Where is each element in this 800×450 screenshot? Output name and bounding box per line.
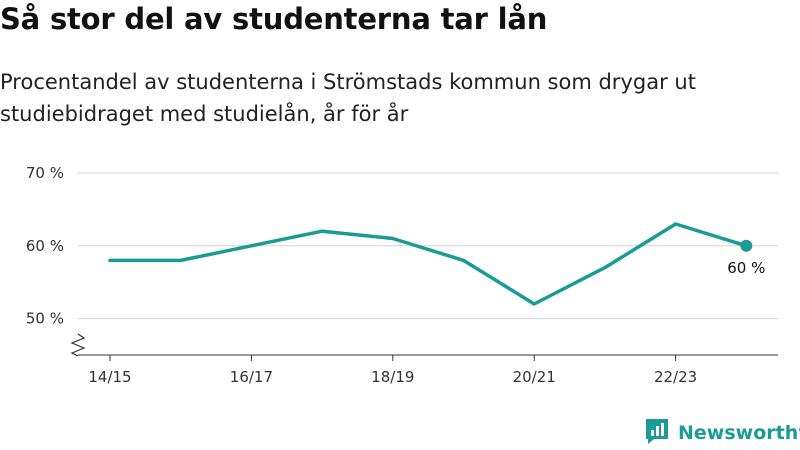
chart-title: Så stor del av studenterna tar lån [0, 2, 548, 36]
y-tick-label: 60 % [26, 237, 64, 255]
x-tick-label: 18/19 [371, 368, 414, 386]
x-tick-label: 14/15 [88, 368, 131, 386]
axis-break-icon [70, 333, 86, 357]
x-tick-label: 16/17 [230, 368, 273, 386]
x-axis: 14/15 16/17 18/19 20/21 22/23 [70, 333, 778, 386]
end-point-marker [740, 239, 753, 252]
y-axis-ticks: 50 % 60 % 70 % [26, 164, 64, 328]
grid-lines [78, 172, 778, 320]
x-tick-label: 22/23 [654, 368, 697, 386]
series-line [108, 222, 749, 306]
brand-name: Newsworthy [678, 422, 800, 444]
brand: Newsworthy [644, 418, 800, 448]
chart-subtitle: Procentandel av studenterna i Strömstads… [0, 70, 696, 126]
x-tick-label: 20/21 [513, 368, 556, 386]
end-value-label: 60 % [727, 259, 765, 277]
series-group: 60 % [108, 222, 765, 306]
newsworthy-logo-icon [644, 417, 670, 449]
y-tick-label: 70 % [26, 164, 64, 182]
y-tick-label: 50 % [26, 310, 64, 328]
